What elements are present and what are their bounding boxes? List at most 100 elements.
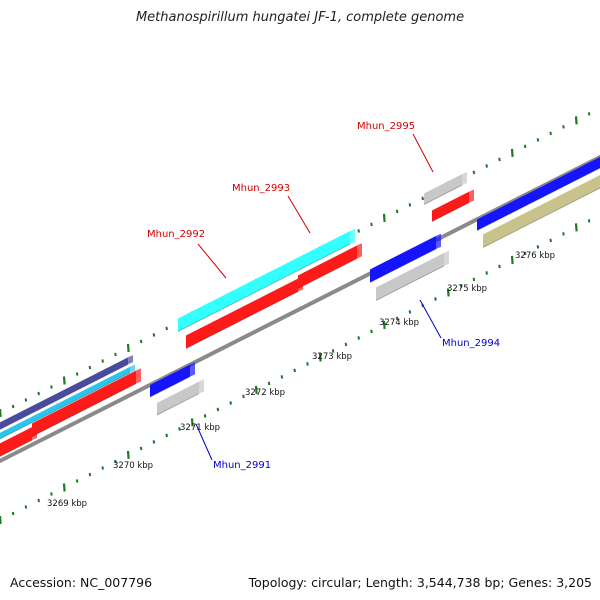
gene-feature-blue [149, 362, 195, 398]
inner-tick-mark [574, 223, 578, 232]
outer-tick-mark [357, 229, 360, 233]
outer-tick-mark [11, 404, 15, 409]
outer-tick-mark [549, 131, 552, 136]
inner-tick-mark [318, 353, 322, 362]
outer-tick-mark [395, 209, 399, 214]
outer-tick-mark [536, 138, 540, 142]
gene-leader-line [197, 243, 227, 279]
outer-tick-mark [75, 372, 79, 376]
outer-tick-mark [152, 333, 156, 337]
inner-tick-mark [267, 381, 271, 386]
gene-feature-gray [156, 379, 204, 416]
kbp-label: 3274 kbp [379, 318, 419, 328]
outer-tick-mark [114, 352, 117, 357]
outer-tick-mark [382, 213, 386, 223]
outer-tick-mark [0, 408, 2, 418]
outer-tick-mark [370, 222, 373, 227]
outer-tick-mark [485, 164, 488, 168]
inner-tick-mark [536, 245, 540, 249]
inner-tick-mark [88, 472, 92, 477]
kbp-label: 3270 kbp [113, 461, 153, 471]
kbp-label: 3275 kbp [447, 284, 487, 294]
kbp-label: 3273 kbp [312, 352, 352, 362]
inner-tick-mark [165, 433, 168, 438]
inner-tick-mark [62, 483, 66, 492]
gene-feature-indigo [0, 355, 133, 430]
inner-tick-mark [229, 401, 232, 405]
gene-leader-line [195, 423, 213, 461]
gene-label[interactable]: Mhun_2992 [147, 229, 205, 240]
gene-feature-blue [476, 157, 600, 231]
accession-text: Accession: NC_007796 [10, 575, 153, 590]
outer-tick-mark [587, 112, 591, 116]
kbp-label: 3271 kbp [180, 423, 220, 433]
inner-tick-mark [459, 284, 463, 288]
gene-leader-line [419, 299, 442, 339]
inner-tick-mark [75, 479, 79, 483]
inner-tick-mark [331, 349, 335, 353]
inner-tick-mark [434, 297, 437, 301]
outer-tick-mark [126, 343, 130, 353]
inner-tick-mark [178, 427, 181, 431]
gene-label[interactable]: Mhun_2995 [357, 121, 415, 132]
inner-tick-mark [101, 466, 104, 470]
inner-tick-mark [242, 394, 245, 399]
inner-tick-mark [357, 336, 360, 340]
kbp-label: 3276 kbp [515, 251, 555, 261]
gene-label[interactable]: Mhun_2993 [232, 183, 290, 194]
gene-feature-red [31, 368, 141, 437]
inner-tick-mark [306, 362, 309, 366]
inner-tick-mark [510, 255, 514, 264]
outer-tick-mark [50, 385, 53, 389]
gene-leader-line [412, 133, 434, 173]
inner-tick-mark [37, 498, 40, 503]
gene-label[interactable]: Mhun_2994 [442, 338, 500, 349]
gene-feature-cyan [177, 228, 355, 332]
outer-tick-mark [498, 157, 501, 162]
gene-feature-gray [423, 171, 467, 205]
inner-tick-mark [114, 459, 117, 464]
gene-feature-gray [375, 250, 449, 301]
gene-feature-red [297, 243, 362, 289]
inner-tick-mark [254, 385, 258, 395]
inner-tick-mark [126, 450, 130, 460]
outer-tick-mark [139, 339, 143, 344]
inner-tick-mark [472, 277, 476, 282]
inner-tick-mark [293, 368, 296, 373]
gene-label[interactable]: Mhun_2991 [213, 460, 271, 471]
outer-tick-mark [101, 359, 104, 363]
outer-tick-mark [523, 144, 527, 149]
inner-tick-mark [408, 310, 412, 314]
backbone-line [0, 154, 600, 464]
gene-feature-skyblue [0, 364, 135, 440]
gene-feature-olive [482, 175, 600, 248]
inner-tick-mark [344, 342, 348, 347]
genome-summary-text: Topology: circular; Length: 3,544,738 bp… [248, 575, 592, 590]
map-title: Methanospirillum hungatei JF-1, complete… [135, 10, 465, 25]
inner-tick-mark [395, 316, 399, 321]
inner-tick-mark [0, 515, 2, 525]
gene-feature-blue [369, 233, 441, 283]
inner-tick-mark [152, 440, 156, 444]
outer-tick-mark [88, 365, 92, 370]
inner-tick-mark [562, 232, 565, 236]
inner-tick-mark [11, 511, 15, 516]
outer-tick-mark [421, 196, 424, 201]
inner-tick-mark [549, 238, 552, 243]
kbp-label: 3269 kbp [47, 499, 87, 509]
kbp-label: 3272 kbp [245, 388, 285, 398]
gene-leader-line [287, 195, 311, 234]
outer-tick-mark [574, 116, 578, 125]
outer-tick-mark [562, 125, 565, 129]
inner-tick-mark [50, 492, 53, 496]
inner-tick-mark [216, 407, 220, 412]
inner-tick-mark [587, 219, 591, 223]
inner-tick-mark [139, 446, 143, 451]
outer-tick-mark [62, 376, 66, 385]
inner-tick-mark [190, 418, 194, 427]
inner-tick-mark [446, 288, 450, 297]
outer-tick-mark [510, 148, 514, 157]
inner-tick-mark [523, 251, 527, 256]
